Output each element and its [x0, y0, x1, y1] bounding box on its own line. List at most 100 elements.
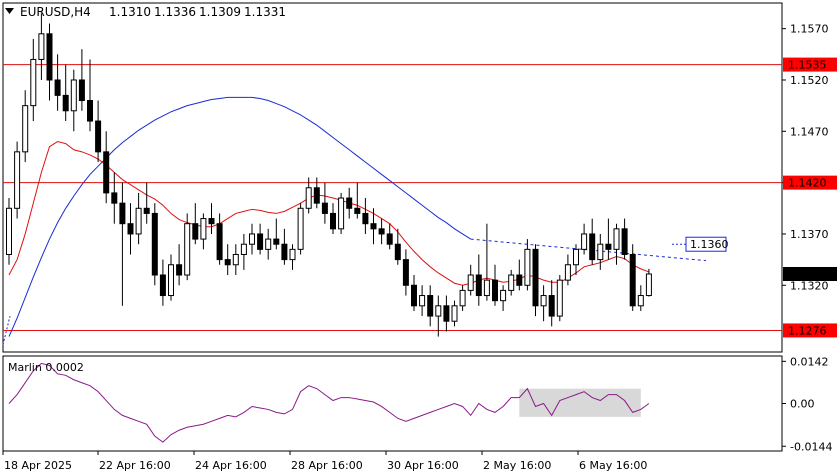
- candle: [127, 203, 134, 255]
- candle: [613, 223, 620, 265]
- candle: [168, 254, 174, 301]
- level-label: 1.1420: [788, 177, 827, 190]
- candle-body: [95, 120, 102, 153]
- candle-body: [176, 264, 183, 276]
- marlin-line: [8, 362, 650, 443]
- candle-body: [508, 274, 515, 291]
- candle: [532, 244, 539, 317]
- level-label: 1.1276: [788, 324, 827, 337]
- candle: [54, 54, 61, 111]
- candle: [289, 244, 296, 270]
- price-axis-label: 1.1370: [790, 228, 829, 241]
- candle-body: [313, 187, 320, 204]
- candle-body: [516, 274, 523, 286]
- candle-body: [208, 218, 215, 225]
- candle-body: [629, 253, 636, 307]
- candle: [313, 177, 320, 209]
- candle: [232, 244, 239, 276]
- marlin-axis-label: 0.00: [790, 398, 815, 411]
- candle-body: [30, 58, 37, 107]
- candle: [330, 203, 336, 234]
- candle: [216, 213, 223, 265]
- candle: [95, 100, 102, 163]
- candle: [362, 198, 369, 234]
- candle: [467, 264, 474, 296]
- candle-body: [402, 259, 409, 286]
- candle: [500, 285, 507, 311]
- candle-body: [240, 243, 247, 255]
- candle-body: [321, 202, 328, 214]
- candle: [257, 223, 264, 255]
- price-axis-label: 1.1570: [790, 23, 829, 36]
- candle: [176, 244, 183, 286]
- candle-body: [362, 212, 369, 225]
- candle: [451, 300, 458, 327]
- candle: [297, 203, 304, 255]
- candle: [338, 192, 345, 234]
- candle-body: [281, 243, 288, 261]
- chart-header-close: 1.1331: [244, 5, 286, 19]
- candle-body: [427, 295, 434, 317]
- candle: [597, 233, 604, 270]
- target-label: 1.1360: [690, 238, 729, 251]
- candle-body: [645, 273, 652, 297]
- candle: [419, 285, 426, 317]
- candle: [427, 285, 434, 327]
- candle: [78, 49, 85, 111]
- candle-body: [168, 264, 174, 297]
- candle: [637, 285, 644, 311]
- candle-body: [78, 79, 85, 102]
- candle: [192, 203, 199, 245]
- candle: [265, 228, 272, 260]
- candle-body: [151, 212, 158, 276]
- candle: [159, 259, 166, 306]
- candle-body: [289, 248, 296, 261]
- candle-body: [249, 233, 255, 245]
- candle: [143, 182, 150, 224]
- candle: [394, 228, 401, 265]
- level-label-bg: [783, 175, 837, 190]
- current-price-bg: [783, 266, 837, 281]
- candle-body: [127, 223, 134, 235]
- candle-body: [273, 238, 280, 245]
- candle-body: [38, 33, 45, 60]
- candle: [548, 280, 555, 327]
- candle-body: [46, 33, 53, 81]
- candle-body: [192, 223, 199, 240]
- marlin-axis-label: -0.0144: [790, 440, 832, 453]
- candle: [581, 223, 588, 255]
- time-axis-label: 24 Apr 16:00: [195, 459, 267, 472]
- candle: [87, 59, 93, 132]
- candle: [111, 172, 118, 224]
- candle: [402, 249, 409, 296]
- candle-body: [459, 289, 466, 307]
- candle: [184, 213, 191, 281]
- price-panel-frame: [2, 2, 783, 353]
- price-axis-label: 1.1520: [790, 74, 829, 87]
- candle-body: [613, 228, 620, 250]
- candle: [135, 192, 142, 245]
- candle: [151, 203, 158, 286]
- candle: [370, 208, 377, 245]
- candle: [30, 38, 37, 122]
- time-axis-label: 18 Apr 2025: [4, 459, 72, 472]
- candle: [508, 269, 515, 296]
- candle-body: [216, 223, 223, 261]
- candle: [524, 239, 531, 291]
- candle: [411, 275, 417, 311]
- price-panel: 1.1570 1.1520 1.1470 1.1420 1.1370 1.1320 1.15…: [2, 2, 837, 353]
- candle-body: [265, 238, 272, 250]
- candle-body: [475, 274, 482, 297]
- candle: [38, 13, 45, 80]
- candle-body: [621, 228, 628, 255]
- time-axis-label: 22 Apr 16:00: [99, 459, 171, 472]
- candle: [605, 218, 612, 260]
- marlin-panel-frame: [2, 355, 783, 452]
- candle: [645, 268, 652, 297]
- candle: [62, 64, 69, 122]
- candle-body: [564, 264, 571, 281]
- dropdown-triangle-icon: [5, 8, 14, 14]
- candle-body: [224, 259, 231, 266]
- ma-slow-line: [8, 96, 471, 337]
